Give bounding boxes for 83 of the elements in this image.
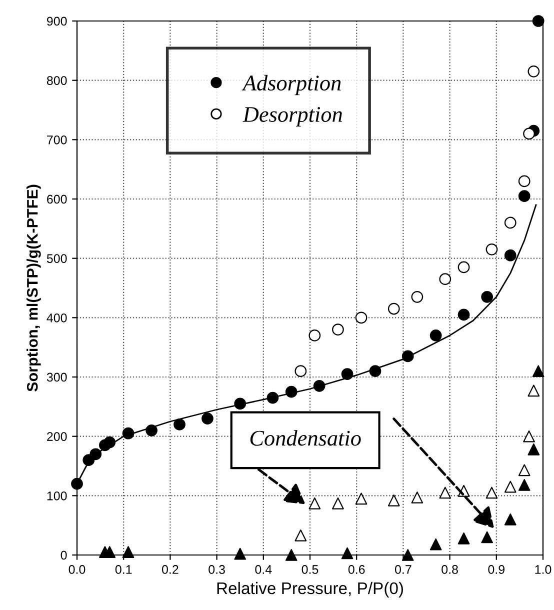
point [146,424,158,436]
x-axis-title: Relative Pressure, P/P(0) [217,582,403,598]
point [411,290,424,303]
point [294,529,307,542]
point [486,486,498,499]
point [430,330,442,342]
point [308,330,321,342]
y-tick-label: 600 [47,194,67,204]
point [285,386,298,398]
point [234,548,246,560]
point [402,350,414,362]
point [439,273,452,286]
point [518,175,530,188]
x-tick-label: 0.7 [395,565,412,574]
y-axis-title: Sorption, ml(STP)/g(K-PTFE) [26,184,41,392]
point [518,479,530,491]
point [528,384,540,397]
point [458,261,470,274]
point [504,249,516,262]
x-tick-label: 0.4 [255,565,272,574]
y-tick-label: 100 [47,491,67,500]
point [90,448,102,460]
point [313,380,326,392]
x-tick-label: 0.9 [488,565,504,574]
point [332,497,344,510]
annotation: Condensatio [250,430,361,446]
point [234,398,246,410]
y-tick-label: 700 [47,135,67,144]
point [369,365,382,377]
point [523,128,535,140]
y-tick-label: 800 [46,76,67,85]
point [332,324,344,336]
point [528,443,540,456]
point [202,412,214,424]
point [504,480,516,493]
x-tick-label: 0.8 [442,565,458,574]
x-tick-label: 0.5 [302,565,318,574]
point [285,549,298,561]
point [439,486,452,499]
point [458,532,470,544]
point [174,418,186,430]
point [528,66,540,78]
x-tick-label: 0.0 [68,565,86,574]
y-tick-label: 200 [47,432,67,441]
point [341,368,354,380]
point [518,190,530,202]
point [523,430,535,442]
point [71,478,83,490]
point [402,549,414,561]
x-tick-label: 0.1 [115,565,132,574]
x-tick-label: 1.0 [535,565,552,574]
point [104,436,116,448]
point [458,308,470,321]
point [355,492,368,505]
y-tick-label: 500 [46,254,67,263]
x-tick-label: 0.2 [162,565,178,574]
point [294,365,307,377]
x-tick-label: 0.6 [348,565,365,574]
y-tick-label: 300 [46,372,67,382]
point [532,365,544,377]
point [532,15,544,27]
point [266,392,279,404]
x-tick-label: 0.3 [208,565,225,574]
y-tick-label: 0 [60,550,67,560]
point [388,302,400,315]
point [430,538,442,550]
y-tick-label: 400 [46,313,67,322]
point [481,531,494,544]
point [411,492,424,504]
point [388,494,400,506]
point [355,312,368,324]
legend-label: Desorption [242,107,342,126]
point [504,216,516,229]
point [341,547,354,560]
y-tick-label: 900 [47,16,67,26]
legend-label: Adsorption [242,74,341,96]
point [518,464,530,476]
point [504,513,516,526]
point [308,497,321,510]
point [481,290,494,303]
point [122,546,134,558]
point [122,427,134,440]
point [486,244,498,256]
